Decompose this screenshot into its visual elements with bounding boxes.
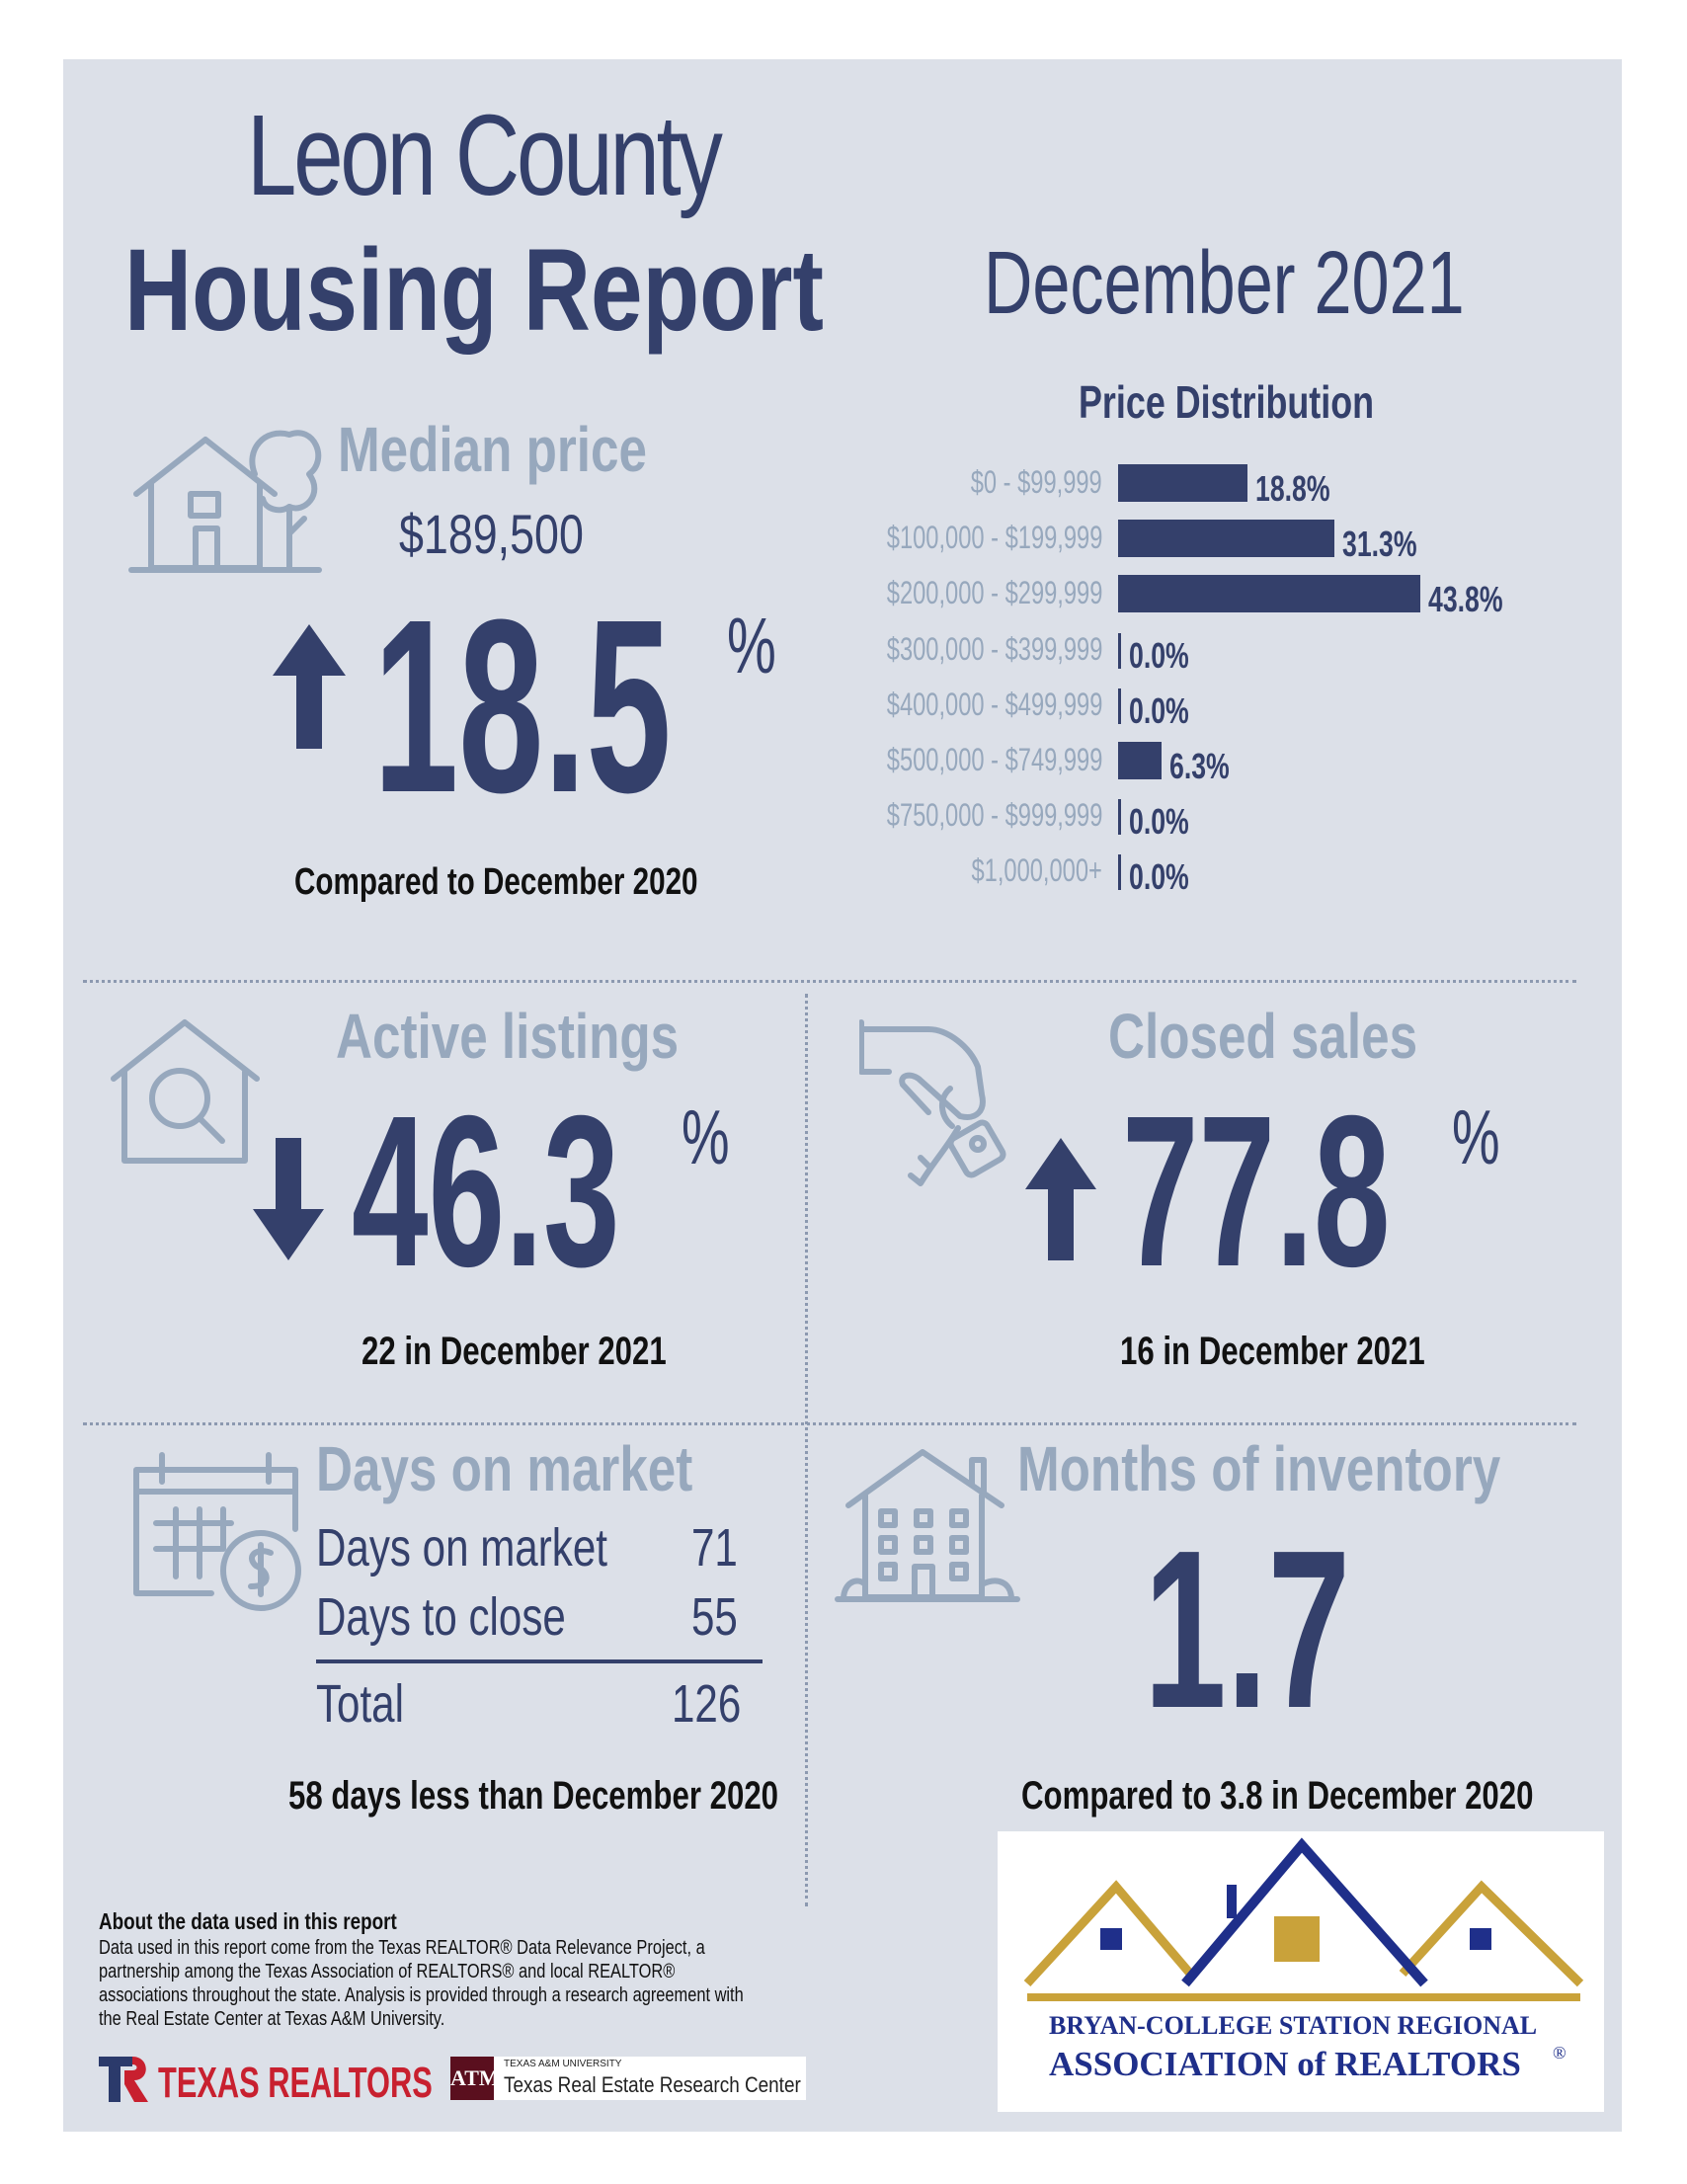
distribution-value: 0.0% bbox=[1129, 801, 1189, 843]
inventory-caption: Compared to 3.8 in December 2020 bbox=[1021, 1774, 1534, 1818]
tamu-small-text: TEXAS A&M UNIVERSITY bbox=[504, 2059, 622, 2069]
total-value: 126 bbox=[672, 1674, 742, 1734]
dom-total-rule bbox=[316, 1659, 763, 1663]
distribution-value: 0.0% bbox=[1129, 689, 1189, 731]
calendar-dollar-icon bbox=[133, 1452, 301, 1611]
tamu-logo-mark-icon: ATM bbox=[450, 2057, 500, 2100]
close-row-value: 55 bbox=[691, 1587, 738, 1647]
distribution-label: $750,000 - $999,999 bbox=[886, 797, 1102, 834]
bcs-logo-line1: BRYAN-COLLEGE STATION REGIONAL bbox=[1049, 2011, 1538, 2040]
report-date: December 2021 bbox=[984, 234, 1465, 333]
distribution-bar bbox=[1118, 742, 1162, 779]
house-search-icon bbox=[111, 1019, 260, 1164]
distribution-title: Price Distribution bbox=[1079, 376, 1375, 428]
texas-realtors-logo-icon bbox=[99, 2057, 148, 2102]
median-caption: Compared to December 2020 bbox=[294, 861, 698, 903]
dom-heading: Days on market bbox=[316, 1433, 693, 1504]
total-label: Total bbox=[316, 1674, 404, 1734]
divider-middle bbox=[83, 1422, 1576, 1425]
distribution-value: 43.8% bbox=[1428, 579, 1503, 620]
distribution-value: 18.8% bbox=[1255, 468, 1330, 509]
distribution-label: $400,000 - $499,999 bbox=[886, 686, 1102, 722]
distribution-bar bbox=[1118, 464, 1248, 502]
inventory-value: 1.7 bbox=[1144, 1504, 1351, 1755]
inventory-heading: Months of inventory bbox=[1017, 1433, 1501, 1504]
distribution-label: $1,000,000+ bbox=[971, 852, 1102, 889]
about-text: Data used in this report come from the T… bbox=[99, 1937, 744, 2030]
distribution-bar bbox=[1118, 799, 1121, 836]
distribution-label: $200,000 - $299,999 bbox=[886, 575, 1102, 611]
building-icon bbox=[835, 1449, 1020, 1602]
dom-row-label: Days on market bbox=[316, 1518, 607, 1577]
active-heading: Active listings bbox=[336, 1001, 680, 1072]
distribution-label: $500,000 - $749,999 bbox=[886, 742, 1102, 777]
median-percent: % bbox=[727, 602, 776, 689]
divider-vertical bbox=[805, 994, 808, 1906]
active-percent: % bbox=[682, 1093, 730, 1180]
distribution-bar bbox=[1118, 575, 1420, 613]
dom-caption: 58 days less than December 2020 bbox=[288, 1774, 779, 1818]
median-price: $189,500 bbox=[399, 503, 584, 565]
distribution-bar bbox=[1118, 854, 1121, 891]
about-title: About the data used in this report bbox=[99, 1908, 397, 1934]
closed-heading: Closed sales bbox=[1108, 1001, 1418, 1072]
title-report: Housing Report bbox=[124, 225, 824, 356]
distribution-value: 6.3% bbox=[1169, 746, 1230, 786]
median-change: 18.5 bbox=[373, 568, 672, 844]
distribution-label: $0 - $99,999 bbox=[971, 464, 1102, 500]
active-caption: 22 in December 2021 bbox=[362, 1330, 667, 1373]
closed-caption: 16 in December 2021 bbox=[1120, 1330, 1425, 1373]
house-tree-icon bbox=[128, 430, 322, 573]
distribution-label: $300,000 - $399,999 bbox=[886, 630, 1102, 667]
median-heading: Median price bbox=[338, 414, 647, 485]
active-change: 46.3 bbox=[352, 1072, 620, 1312]
distribution-value: 0.0% bbox=[1129, 634, 1189, 676]
hand-key-icon bbox=[859, 1019, 1006, 1186]
distribution-bar bbox=[1118, 632, 1121, 669]
arrow-up-icon bbox=[1025, 1138, 1096, 1260]
distribution-bar bbox=[1118, 520, 1334, 558]
closed-change: 77.8 bbox=[1122, 1072, 1391, 1312]
tamu-logo-box bbox=[450, 2057, 806, 2100]
report-panel bbox=[63, 59, 1622, 2132]
distribution-label: $100,000 - $199,999 bbox=[886, 520, 1102, 556]
dom-row-value: 71 bbox=[691, 1518, 738, 1577]
close-row-label: Days to close bbox=[316, 1587, 566, 1647]
distribution-bar bbox=[1118, 688, 1121, 724]
arrow-down-icon bbox=[253, 1138, 324, 1260]
divider-top bbox=[83, 980, 1576, 983]
title-county: Leon County bbox=[247, 91, 723, 219]
texas-realtors-logo: TEXAS REALTORS bbox=[158, 2059, 433, 2107]
bcs-logo-box bbox=[998, 1831, 1604, 2112]
distribution-value: 0.0% bbox=[1129, 856, 1189, 898]
bcs-houses-logo-icon bbox=[1023, 1837, 1584, 2001]
distribution-value: 31.3% bbox=[1341, 524, 1417, 565]
bcs-logo-registered: ® bbox=[1553, 2043, 1566, 2063]
closed-percent: % bbox=[1452, 1093, 1500, 1180]
arrow-up-icon bbox=[273, 624, 346, 749]
tamu-center-text: Texas Real Estate Research Center bbox=[504, 2072, 801, 2097]
bcs-logo-line2: ASSOCIATION of REALTORS bbox=[1049, 2045, 1521, 2083]
